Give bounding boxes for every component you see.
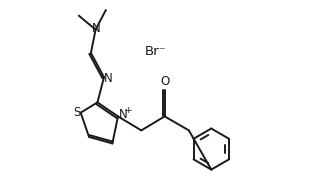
Text: S: S: [73, 106, 81, 119]
Text: N: N: [119, 108, 128, 121]
Text: Br⁻: Br⁻: [145, 45, 166, 58]
Text: N: N: [104, 72, 113, 85]
Text: N: N: [92, 22, 101, 35]
Text: +: +: [124, 106, 132, 115]
Text: O: O: [160, 75, 169, 88]
